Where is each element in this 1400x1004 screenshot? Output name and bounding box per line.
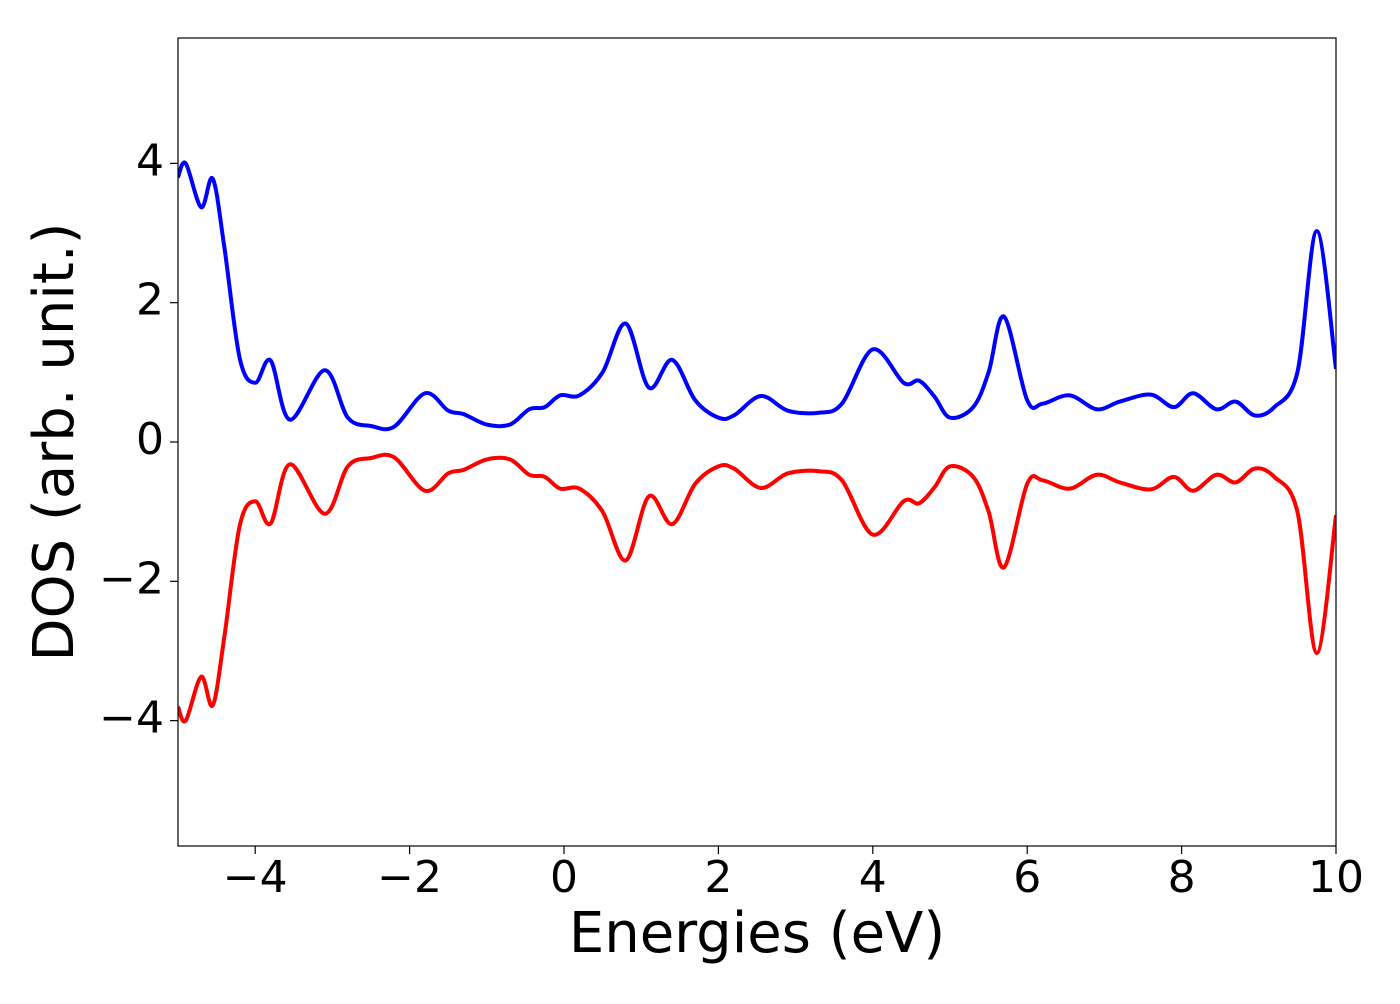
x-tick-label: −4 [223, 852, 288, 903]
y-tick-label: 0 [136, 414, 164, 465]
y-tick-label: −4 [99, 693, 164, 744]
x-tick-label: 8 [1168, 852, 1196, 903]
plot-frame [177, 37, 1337, 847]
x-tick-label: −2 [377, 852, 442, 903]
x-tick-label: 2 [704, 852, 732, 903]
x-tick-label: 0 [550, 852, 578, 903]
y-axis-label: DOS (arb. unit.) [22, 222, 87, 661]
y-tick-label: 2 [136, 275, 164, 326]
dos-line [178, 160, 1336, 432]
y-tick-label: −2 [99, 553, 164, 604]
x-axis-label: Energies (eV) [569, 901, 945, 966]
plot-lines [178, 160, 1336, 724]
y-tick-label: 4 [136, 135, 164, 186]
x-tick-label: 6 [1013, 852, 1041, 903]
x-tick-label: 10 [1308, 852, 1364, 903]
x-tick-label: 4 [859, 852, 887, 903]
dos-line [178, 452, 1336, 724]
